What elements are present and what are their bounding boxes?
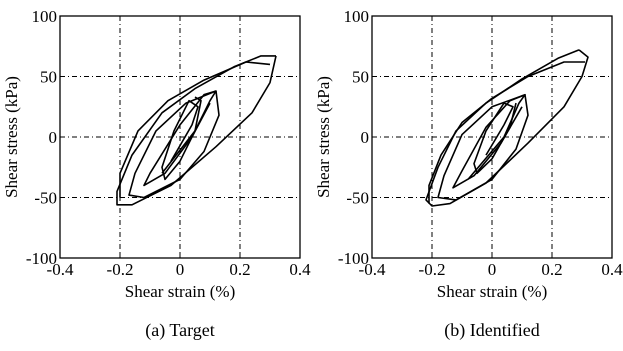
y-tick-label: 100 (32, 7, 58, 26)
y-tick-label: 50 (352, 68, 369, 87)
x-tick-label: -0.4 (359, 260, 386, 279)
y-tick-label: -100 (26, 249, 57, 268)
series-line-4 (428, 61, 585, 204)
series-line-2 (128, 90, 220, 199)
x-tick-label: 0.4 (601, 260, 623, 279)
figure-caption: (b) Identified (444, 320, 539, 341)
y-tick-label: 0 (49, 128, 58, 147)
chart-panel-1: -0.4 -0.2 0 0.2 0.4 -100 -50 0 50 100 Shear strain… (314, 7, 623, 341)
x-tick-label: -0.4 (47, 260, 74, 279)
y-tick-label: 0 (361, 128, 370, 147)
x-tick-label: 0 (176, 260, 185, 279)
chart-panel-0: -0.4 -0.2 0 0.2 0.4 -100 -50 0 50 100 Shear strain… (2, 7, 311, 341)
x-tick-label: 0.4 (289, 260, 311, 279)
series-line-3 (425, 49, 589, 207)
y-tick-label: -50 (34, 189, 57, 208)
y-tick-label: 50 (40, 68, 57, 87)
series-line-4 (119, 61, 271, 198)
x-tick-label: -0.2 (419, 260, 446, 279)
series-line-2 (437, 93, 529, 201)
series-line-1 (452, 93, 526, 189)
series-line-1 (143, 90, 217, 187)
x-tick-label: 0 (488, 260, 497, 279)
y-axis-label: Shear stress (kPa) (314, 76, 333, 198)
figure-caption: (a) Target (145, 320, 215, 341)
series-line-3 (116, 55, 277, 206)
y-tick-label: 100 (344, 7, 370, 26)
series-line-0 (161, 96, 202, 181)
y-axis-label: Shear stress (kPa) (2, 76, 21, 198)
x-tick-label: 0.2 (541, 260, 562, 279)
y-tick-label: -50 (346, 189, 369, 208)
x-tick-label: 0.2 (229, 260, 250, 279)
x-tick-label: -0.2 (107, 260, 134, 279)
y-tick-label: -100 (338, 249, 369, 268)
x-axis-label: Shear strain (%) (125, 282, 235, 301)
x-axis-label: Shear strain (%) (437, 282, 547, 301)
